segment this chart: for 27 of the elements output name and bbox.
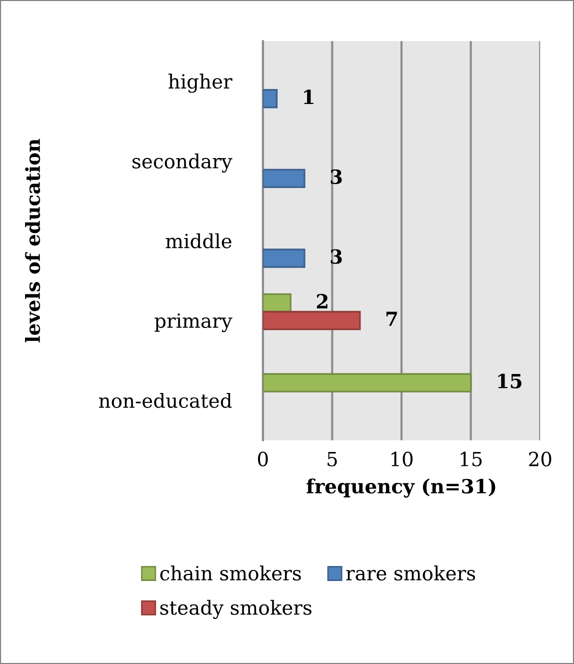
y-tick-label: primary xyxy=(154,313,232,332)
data-label: 1 xyxy=(304,90,314,104)
data-label: 3 xyxy=(330,169,342,184)
y-tick-label: middle xyxy=(166,233,232,248)
legend-label: steady smokers xyxy=(160,600,312,619)
bar xyxy=(262,310,361,330)
x-tick-label: 5 xyxy=(328,452,337,466)
x-tick-label: 10 xyxy=(392,452,413,466)
bar xyxy=(262,248,306,268)
data-label: 3 xyxy=(330,249,342,264)
y-axis-title: levels of education xyxy=(25,138,40,342)
legend-label: rare smokers xyxy=(346,565,476,581)
y-tick-label: non-educated xyxy=(98,392,232,408)
data-label: 7 xyxy=(386,312,397,326)
legend-label: chain smokers xyxy=(160,565,301,581)
y-tick-label: secondary xyxy=(132,154,232,173)
bar xyxy=(262,168,306,188)
x-tick-label: 15 xyxy=(460,452,482,466)
x-tick-label: 0 xyxy=(258,452,268,466)
x-axis-title: frequency (n=31) xyxy=(306,478,496,498)
bar xyxy=(262,293,292,313)
data-label: 15 xyxy=(498,374,522,388)
x-tick-label: 20 xyxy=(529,452,552,466)
data-label: 2 xyxy=(316,294,328,308)
bar xyxy=(262,373,472,392)
bar xyxy=(262,89,278,108)
y-tick-label: higher xyxy=(168,74,232,93)
